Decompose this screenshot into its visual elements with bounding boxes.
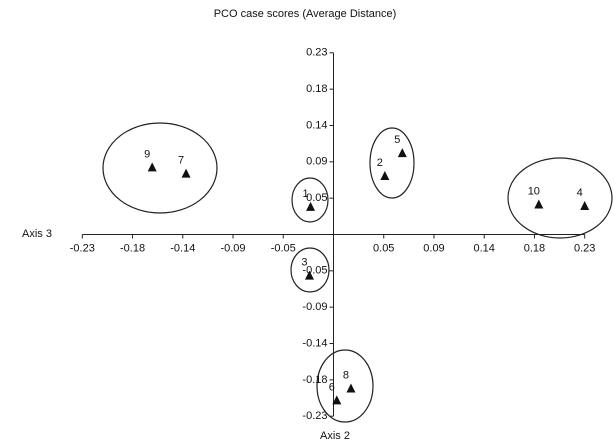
point-marker [397,148,407,158]
y-tick-label: -0.18 [302,374,327,386]
x-tick-label: -0.23 [70,242,95,254]
cluster-outlines [102,122,613,423]
point-marker [304,270,314,280]
point-label: 3 [301,256,307,268]
y-tick-label: 0.09 [306,156,327,168]
cluster-ellipse [369,127,415,199]
point-marker [181,168,191,178]
y-tick-label: 0.05 [306,192,327,204]
y-tick-label: -0.23 [302,410,327,422]
point-marker [332,395,342,405]
point-marker [380,171,390,181]
y-tick-label: -0.09 [302,301,327,313]
x-tick-label: 0.05 [373,242,394,254]
point-label: 5 [394,134,400,146]
point-label: 6 [329,381,335,393]
y-axis-label: Axis 2 [320,430,350,442]
x-tick-label: -0.09 [220,242,245,254]
point-label: 4 [577,187,583,199]
y-tick-label: 0.18 [306,83,327,95]
cluster-ellipse [291,177,329,223]
point-marker [346,383,356,393]
chart-title: PCO case scores (Average Distance) [214,8,397,20]
y-tick-label: 0.23 [306,47,327,59]
cluster-ellipse [507,157,613,239]
point-label: 7 [178,155,184,167]
point-label: 8 [343,369,349,381]
point-marker [534,199,544,209]
x-tick-label: 0.23 [574,242,595,254]
x-tick-label: 0.09 [423,242,444,254]
point-label: 1 [303,188,309,200]
x-tick-label: 0.14 [474,242,495,254]
x-tick-label: -0.18 [120,242,145,254]
x-tick-label: 0.18 [524,242,545,254]
y-tick-label: 0.14 [306,119,327,131]
point-marker [580,201,590,211]
cluster-ellipse [290,247,330,293]
point-label: 10 [528,185,540,197]
point-label: 9 [144,148,150,160]
point-marker [147,162,157,172]
point-label: 2 [377,157,383,169]
y-tick-label: -0.14 [302,337,327,349]
cluster-ellipse [316,349,374,423]
x-tick-label: -0.05 [271,242,296,254]
cluster-ellipse [102,122,218,214]
x-tick-label: -0.14 [170,242,195,254]
point-marker [306,201,316,211]
x-axis-label: Axis 3 [22,228,52,240]
